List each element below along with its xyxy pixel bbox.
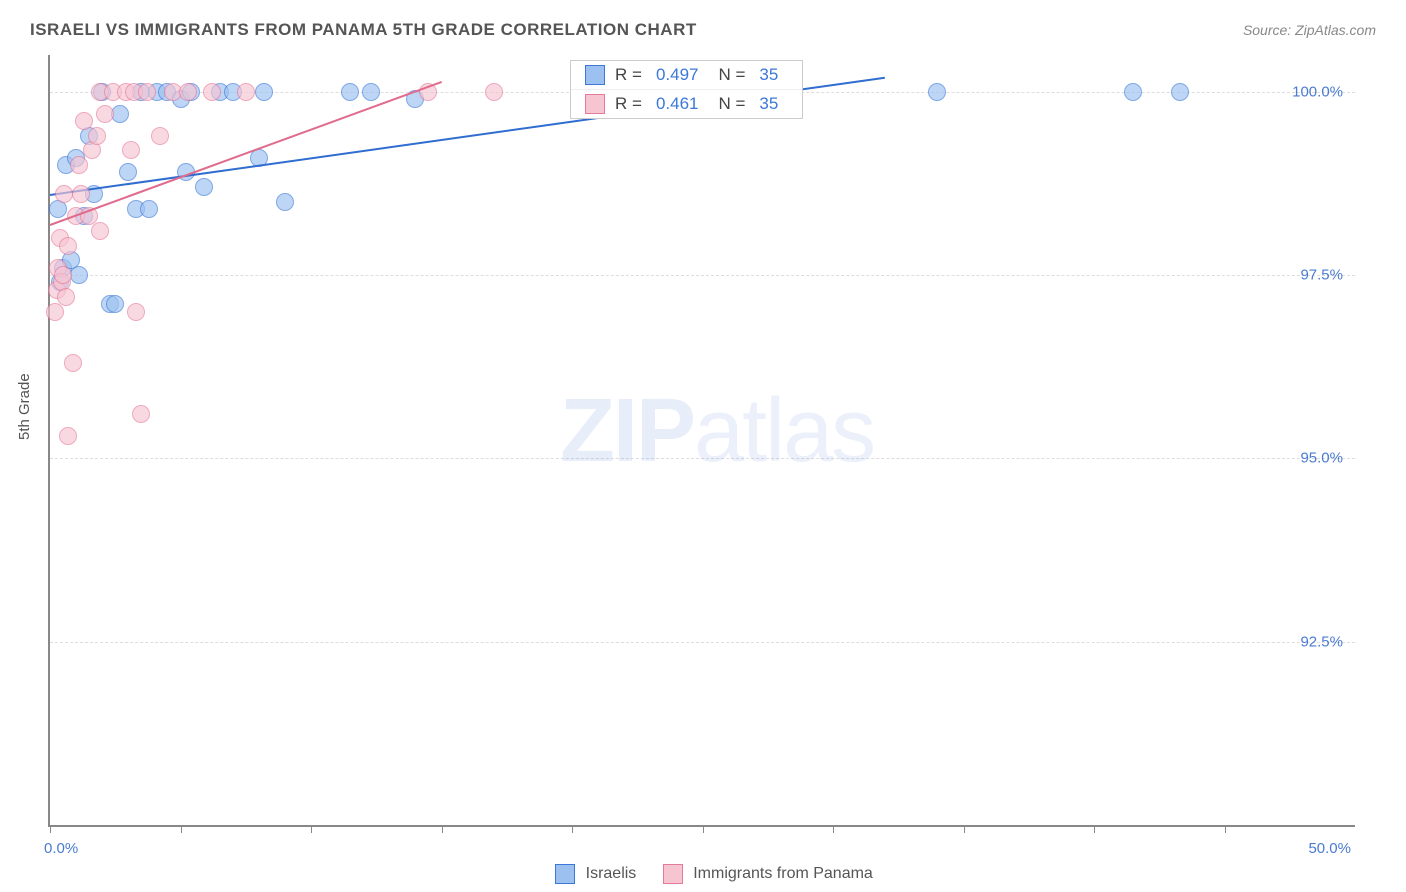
- x-tick: [1094, 825, 1095, 833]
- legend: Israelis Immigrants from Panama: [0, 864, 1406, 884]
- plot-area: 0.0% 50.0% 100.0%97.5%95.0%92.5%: [48, 55, 1355, 827]
- x-tick: [311, 825, 312, 833]
- data-point: [75, 112, 93, 130]
- data-point: [91, 222, 109, 240]
- legend-panama-label: Immigrants from Panama: [693, 865, 873, 882]
- r-value-a: 0.497: [656, 65, 699, 85]
- data-point: [127, 303, 145, 321]
- data-point: [122, 141, 140, 159]
- x-tick: [1225, 825, 1226, 833]
- data-point: [70, 156, 88, 174]
- data-point: [1124, 83, 1142, 101]
- gridline: [50, 458, 1355, 459]
- data-point: [179, 83, 197, 101]
- data-point: [138, 83, 156, 101]
- data-point: [140, 200, 158, 218]
- y-axis-title: 5th Grade: [16, 373, 33, 440]
- legend-panama-icon: [663, 864, 683, 884]
- data-point: [55, 185, 73, 203]
- data-point: [54, 266, 72, 284]
- data-point: [72, 185, 90, 203]
- y-tick-label: 97.5%: [1300, 267, 1343, 284]
- x-tick: [50, 825, 51, 833]
- y-tick-label: 100.0%: [1292, 83, 1343, 100]
- data-point: [362, 83, 380, 101]
- data-point: [111, 105, 129, 123]
- data-point: [70, 266, 88, 284]
- x-tick: [703, 825, 704, 833]
- data-point: [59, 427, 77, 445]
- gridline: [50, 642, 1355, 643]
- trend-line: [50, 81, 442, 226]
- legend-israelis-icon: [555, 864, 575, 884]
- x-tick: [442, 825, 443, 833]
- data-point: [64, 354, 82, 372]
- data-point: [88, 127, 106, 145]
- data-point: [59, 237, 77, 255]
- x-axis-min-label: 0.0%: [44, 840, 78, 857]
- chart-title: ISRAELI VS IMMIGRANTS FROM PANAMA 5TH GR…: [30, 20, 697, 40]
- stats-row-panama: R = 0.461 N = 35: [571, 89, 802, 118]
- n-value-b: 35: [759, 94, 778, 114]
- data-point: [151, 127, 169, 145]
- gridline: [50, 275, 1355, 276]
- data-point: [1171, 83, 1189, 101]
- data-point: [57, 288, 75, 306]
- x-tick: [181, 825, 182, 833]
- r-value-b: 0.461: [656, 94, 699, 114]
- y-tick-label: 95.0%: [1300, 450, 1343, 467]
- data-point: [132, 405, 150, 423]
- legend-israelis-label: Israelis: [586, 865, 637, 882]
- correlation-stats-box: R = 0.497 N = 35 R = 0.461 N = 35: [570, 60, 803, 119]
- x-axis-max-label: 50.0%: [1308, 840, 1351, 857]
- n-value-a: 35: [759, 65, 778, 85]
- data-point: [237, 83, 255, 101]
- stats-row-israelis: R = 0.497 N = 35: [571, 61, 802, 89]
- data-point: [119, 163, 137, 181]
- data-point: [96, 105, 114, 123]
- data-point: [276, 193, 294, 211]
- swatch-panama-icon: [585, 94, 605, 114]
- data-point: [203, 83, 221, 101]
- x-tick: [572, 825, 573, 833]
- x-tick: [833, 825, 834, 833]
- data-point: [106, 295, 124, 313]
- swatch-israelis-icon: [585, 65, 605, 85]
- source-label: Source: ZipAtlas.com: [1243, 22, 1376, 38]
- y-tick-label: 92.5%: [1300, 633, 1343, 650]
- data-point: [341, 83, 359, 101]
- data-point: [255, 83, 273, 101]
- x-tick: [964, 825, 965, 833]
- data-point: [195, 178, 213, 196]
- data-point: [485, 83, 503, 101]
- data-point: [928, 83, 946, 101]
